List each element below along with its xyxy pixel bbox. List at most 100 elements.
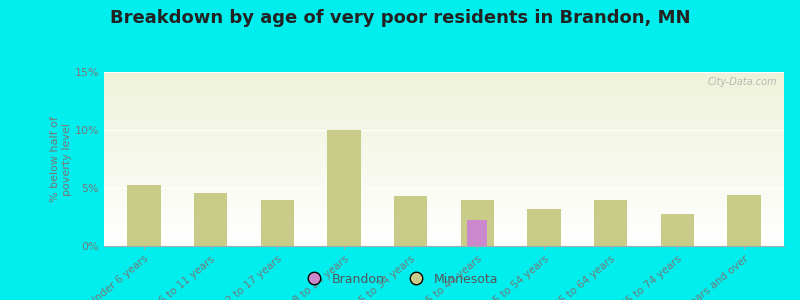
Bar [104, 206, 784, 208]
Bar [104, 91, 784, 93]
Bar [104, 114, 784, 116]
Bar [104, 72, 784, 74]
Bar [104, 150, 784, 152]
Bar [727, 195, 761, 246]
Bar [527, 209, 561, 246]
Bar [104, 209, 784, 211]
Bar [104, 126, 784, 128]
Bar [104, 77, 784, 79]
Bar [104, 100, 784, 102]
Bar [104, 88, 784, 89]
Bar [461, 200, 494, 246]
Bar [104, 148, 784, 150]
Bar [104, 155, 784, 157]
Bar [104, 218, 784, 220]
Bar [104, 236, 784, 237]
Bar [104, 142, 784, 143]
Bar [104, 244, 784, 246]
Bar [104, 110, 784, 112]
Bar [104, 159, 784, 161]
Bar [104, 215, 784, 216]
Bar [104, 185, 784, 187]
Bar [104, 116, 784, 117]
Bar [104, 229, 784, 230]
Bar [104, 105, 784, 107]
Bar [104, 216, 784, 218]
Bar [104, 234, 784, 236]
Bar [261, 200, 294, 246]
Bar [104, 124, 784, 126]
Bar [104, 135, 784, 137]
Bar [104, 204, 784, 206]
Bar [104, 166, 784, 168]
Bar [104, 122, 784, 124]
Bar [104, 98, 784, 100]
Bar [104, 237, 784, 239]
Bar [104, 187, 784, 189]
Text: City-Data.com: City-Data.com [707, 77, 778, 87]
Bar [104, 232, 784, 234]
Bar [104, 79, 784, 81]
Bar [104, 199, 784, 201]
Bar [104, 81, 784, 82]
Bar [104, 109, 784, 110]
Bar [104, 180, 784, 182]
Bar [104, 154, 784, 155]
Bar [104, 173, 784, 175]
Bar [104, 242, 784, 244]
Bar [104, 128, 784, 129]
Bar [104, 145, 784, 147]
Bar [104, 192, 784, 194]
Legend: Brandon, Minnesota: Brandon, Minnesota [297, 268, 503, 291]
Bar [104, 84, 784, 86]
Bar [104, 220, 784, 222]
Bar [104, 86, 784, 88]
Bar [104, 161, 784, 163]
Bar [104, 225, 784, 227]
Bar [104, 183, 784, 185]
Bar [194, 193, 227, 246]
Bar [104, 152, 784, 154]
Bar [104, 197, 784, 199]
Bar [104, 131, 784, 133]
Bar [104, 103, 784, 105]
Bar [104, 133, 784, 135]
Bar [104, 157, 784, 159]
Bar [394, 196, 427, 246]
Bar [104, 168, 784, 169]
Bar [104, 119, 784, 121]
Bar [661, 214, 694, 246]
Bar [104, 241, 784, 242]
Y-axis label: % below half of
poverty level: % below half of poverty level [50, 116, 72, 202]
Bar [104, 107, 784, 109]
Bar [327, 130, 361, 246]
Bar [104, 96, 784, 98]
Bar [104, 129, 784, 131]
Bar [104, 196, 784, 197]
Bar [104, 202, 784, 204]
Bar [104, 194, 784, 196]
Bar [104, 224, 784, 225]
Bar [104, 136, 784, 138]
Bar [104, 171, 784, 173]
Bar [104, 76, 784, 77]
Bar [104, 74, 784, 76]
Bar [104, 93, 784, 94]
Bar [104, 227, 784, 229]
Bar [104, 182, 784, 183]
Bar [594, 200, 627, 246]
Bar [104, 163, 784, 164]
Bar [104, 82, 784, 84]
Bar [104, 230, 784, 232]
Bar [104, 121, 784, 122]
Bar [104, 138, 784, 140]
Bar [104, 222, 784, 224]
Bar [127, 184, 161, 246]
Bar [104, 208, 784, 209]
Bar [104, 201, 784, 203]
Bar [104, 176, 784, 178]
Bar [104, 239, 784, 241]
Bar [104, 117, 784, 119]
Bar [104, 175, 784, 176]
Bar [104, 189, 784, 190]
